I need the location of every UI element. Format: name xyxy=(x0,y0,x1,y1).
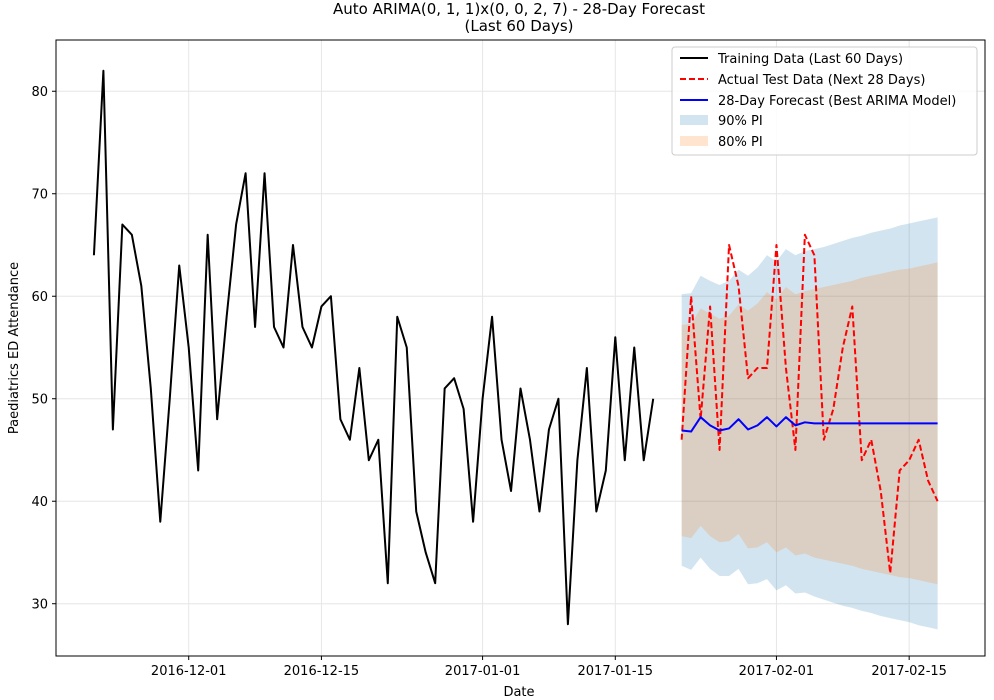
forecast-line xyxy=(681,416,938,433)
y-axis-label: Paediatrics ED Attendance xyxy=(7,262,22,434)
legend-pi90-swatch xyxy=(680,115,708,125)
grid-lines xyxy=(56,40,985,656)
x-tick-label-3: 2017-01-15 xyxy=(578,664,654,679)
axes: 2016-12-01 2016-12-15 2017-01-01 2017-01-15… xyxy=(31,39,986,679)
actual-test-line xyxy=(680,233,939,574)
y-tick-label-0: 30 xyxy=(31,598,48,613)
x-tick-label-1: 2016-12-15 xyxy=(284,664,360,679)
chart-title-line2: (Last 60 Days) xyxy=(464,17,573,35)
chart-title-line1: Auto ARIMA(0, 1, 1)x(0, 0, 2, 7) - 28-Da… xyxy=(333,0,705,18)
y-tick-label-2: 50 xyxy=(31,393,48,408)
y-tick-label-5: 80 xyxy=(31,85,48,100)
x-tick-label-0: 2016-12-01 xyxy=(151,664,227,679)
series-lines xyxy=(92,69,939,626)
legend-actual-label: Actual Test Data (Next 28 Days) xyxy=(718,73,925,88)
x-tick-label-2: 2017-01-01 xyxy=(445,664,521,679)
training-line xyxy=(92,69,655,626)
legend: Training Data (Last 60 Days) Actual Test… xyxy=(671,46,978,156)
y-tick-label-3: 60 xyxy=(31,290,48,305)
x-axis-label: Date xyxy=(503,685,534,700)
x-tick-label-5: 2017-02-15 xyxy=(871,664,947,679)
y-tick-label-4: 70 xyxy=(31,188,48,203)
legend-pi90-label: 90% PI xyxy=(718,114,763,129)
legend-training-label: Training Data (Last 60 Days) xyxy=(717,52,903,67)
y-tick-label-1: 40 xyxy=(31,495,48,510)
x-tick-label-4: 2017-02-01 xyxy=(739,664,815,679)
legend-pi80-label: 80% PI xyxy=(718,135,763,150)
legend-pi80-swatch xyxy=(680,136,708,146)
legend-forecast-label: 28-Day Forecast (Best ARIMA Model) xyxy=(718,94,956,109)
plot-frame xyxy=(55,39,986,657)
legend-box xyxy=(671,46,978,156)
